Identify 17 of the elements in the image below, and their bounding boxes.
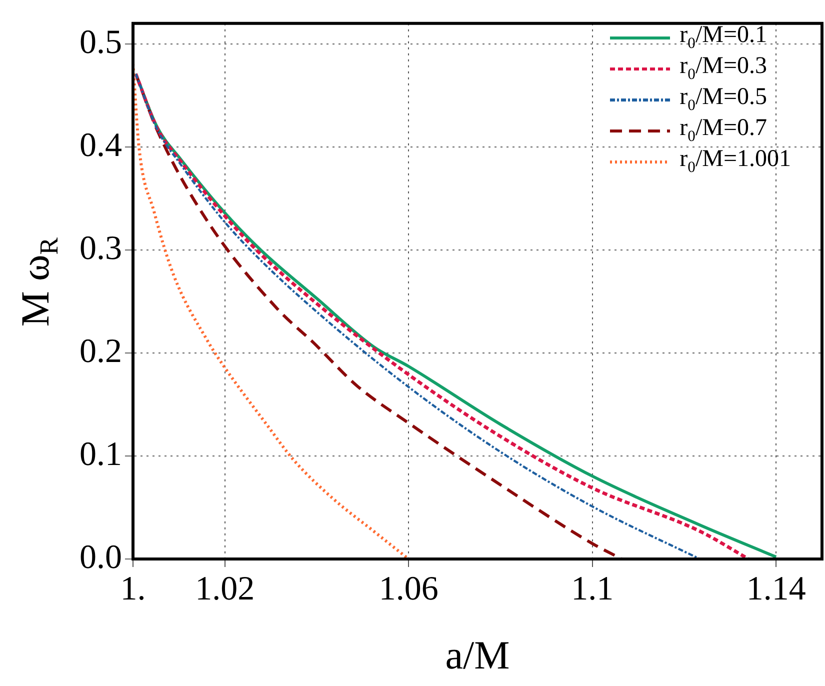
x-tick-label: 1. [120,570,146,608]
y-tick-label: 0.1 [80,436,122,473]
legend-label: r$_{0}$/M=0.5 [680,84,767,115]
legend-label: r$_{0}$/M=0.1 [680,22,767,53]
x-tick-label: 1.02 [195,570,255,608]
legend-label: r$_{0}$/M=0.7 [680,115,767,146]
x-tick-label: 1.1 [571,570,614,608]
y-tick-label: 0.2 [80,332,122,370]
y-tick-label: 0.5 [80,24,122,61]
x-tick-label: 1.14 [746,570,806,608]
y-tick-label: 0.0 [80,538,122,576]
x-axis-title: a/M [445,632,510,678]
legend-label: r$_{0}$/M=1.001 [680,146,791,177]
x-tick-label: 1.06 [378,570,438,608]
legend-label: r$_{0}$/M=0.3 [680,53,767,84]
y-tick-label: 0.4 [80,126,122,164]
y-tick-label: 0.3 [80,230,122,267]
